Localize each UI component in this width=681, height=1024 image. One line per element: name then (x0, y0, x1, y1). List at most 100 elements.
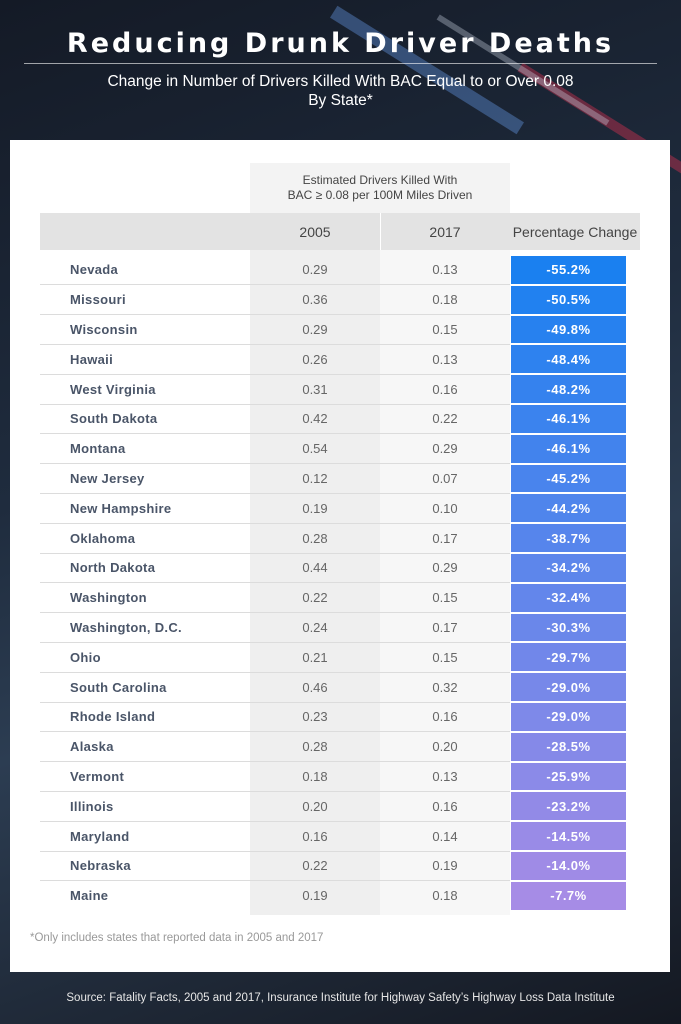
percentage-change: -29.7% (511, 643, 626, 672)
value-2017: 0.13 (432, 262, 458, 278)
value-2005: 0.16 (302, 828, 328, 844)
source: Source: Fatality Facts, 2005 and 2017, I… (66, 992, 615, 1004)
group-header: Estimated Drivers Killed With BAC ≥ 0.08 … (250, 168, 510, 208)
percentage-change: -50.5% (511, 285, 626, 314)
percentage-change: -46.1% (511, 434, 626, 463)
row-divider (40, 433, 510, 435)
percentage-change: -38.7% (511, 524, 626, 552)
row-divider (40, 463, 510, 465)
percentage-change: -55.2% (511, 256, 626, 284)
percentage-change: -49.8% (511, 315, 626, 344)
value-2017: 0.22 (432, 411, 458, 427)
value-2005: 0.19 (302, 500, 328, 516)
state-name state: Maryland (70, 828, 130, 844)
value-2017: 0.16 (432, 381, 458, 397)
state-name state: Alaska (70, 739, 114, 755)
col-divider (380, 213, 381, 250)
header-band (40, 213, 640, 250)
title-rule (24, 63, 657, 64)
percentage-change: -23.2% (511, 792, 626, 821)
value-2017: 0.16 (432, 709, 458, 725)
state-name state: South Dakota (70, 411, 158, 427)
percentage-change: -14.0% (511, 852, 626, 880)
value-2017: 0.16 (432, 798, 458, 814)
state-name state: New Hampshire (70, 500, 172, 516)
state-name state: Washington, D.C. (70, 619, 182, 635)
row-divider (40, 552, 510, 554)
row-divider (40, 582, 510, 584)
row-divider (40, 671, 510, 673)
row-divider (40, 641, 510, 643)
state-name state: Montana (70, 441, 126, 457)
state-name state: Ohio (70, 649, 101, 665)
state-name state: Nebraska (70, 858, 131, 874)
subtitle-line: By State* (308, 92, 373, 109)
value-2005: 0.31 (302, 381, 328, 397)
value-2005: 0.21 (302, 649, 328, 665)
value-2017: 0.10 (432, 500, 458, 516)
percentage-change: -28.5% (511, 732, 626, 761)
value-2017: 0.14 (432, 828, 458, 844)
row-divider (40, 612, 510, 614)
value-2005: 0.19 (302, 888, 328, 904)
percentage-change: -34.2% (511, 554, 626, 582)
subtitle: Change in Number of Drivers Killed With … (0, 72, 681, 110)
value-2017: 0.32 (432, 679, 458, 695)
decor-streak (330, 5, 524, 135)
percentage-change: -25.9% (511, 762, 626, 791)
subtitle-line: Change in Number of Drivers Killed With … (107, 73, 574, 90)
row-divider (40, 492, 510, 494)
row-divider (40, 403, 510, 405)
value-2017: 0.17 (432, 530, 458, 546)
row-divider (40, 284, 510, 286)
row-divider (40, 850, 510, 852)
percentage-change: -46.1% (511, 405, 626, 433)
value-2005: 0.46 (302, 679, 328, 695)
group-header-line: BAC ≥ 0.08 per 100M Miles Driven (287, 188, 473, 202)
value-2005: 0.18 (302, 768, 328, 784)
percentage-change: -44.2% (511, 494, 626, 523)
state-name state: Missouri (70, 292, 126, 308)
value-2005: 0.20 (302, 798, 328, 814)
percentage-change: -29.0% (511, 673, 626, 701)
row-divider (40, 731, 510, 733)
value-2005: 0.36 (302, 292, 328, 308)
row-divider (40, 820, 510, 822)
value-2017: 0.18 (432, 888, 458, 904)
value-2017: 0.07 (432, 470, 458, 486)
state-name state: Vermont (70, 768, 125, 784)
row-divider (40, 790, 510, 792)
row-divider (40, 880, 510, 882)
percentage-change: -48.4% (511, 345, 626, 374)
value-2005: 0.23 (302, 709, 328, 725)
percentage-change: -32.4% (511, 583, 626, 612)
row-divider (40, 701, 510, 703)
row-divider (40, 343, 510, 345)
value-2017: 0.29 (432, 560, 458, 576)
footnote: *Only includes states that reported data… (30, 932, 324, 944)
value-2017: 0.29 (432, 441, 458, 457)
value-2017: 0.13 (432, 351, 458, 367)
value-2005: 0.22 (302, 858, 328, 874)
value-2017: 0.13 (432, 768, 458, 784)
row-divider (40, 522, 510, 524)
state-name state: Wisconsin (70, 321, 138, 337)
row-divider (40, 373, 510, 375)
state-name state: Maine (70, 888, 109, 904)
value-2005: 0.44 (302, 560, 328, 576)
value-2017: 0.17 (432, 619, 458, 635)
state-name state: West Virginia (70, 381, 156, 397)
value-2005: 0.29 (302, 321, 328, 337)
percentage-change: -48.2% (511, 375, 626, 403)
title: Reducing Drunk Driver Deaths (66, 28, 615, 59)
value-2017: 0.18 (432, 292, 458, 308)
state-name state: South Carolina (70, 679, 167, 695)
value-2005: 0.29 (302, 262, 328, 278)
value-2017: 0.15 (432, 590, 458, 606)
value-2005: 0.54 (302, 441, 328, 457)
value-2017: 0.20 (432, 739, 458, 755)
percentage-change: -14.5% (511, 822, 626, 850)
percentage-change: -29.0% (511, 703, 626, 731)
